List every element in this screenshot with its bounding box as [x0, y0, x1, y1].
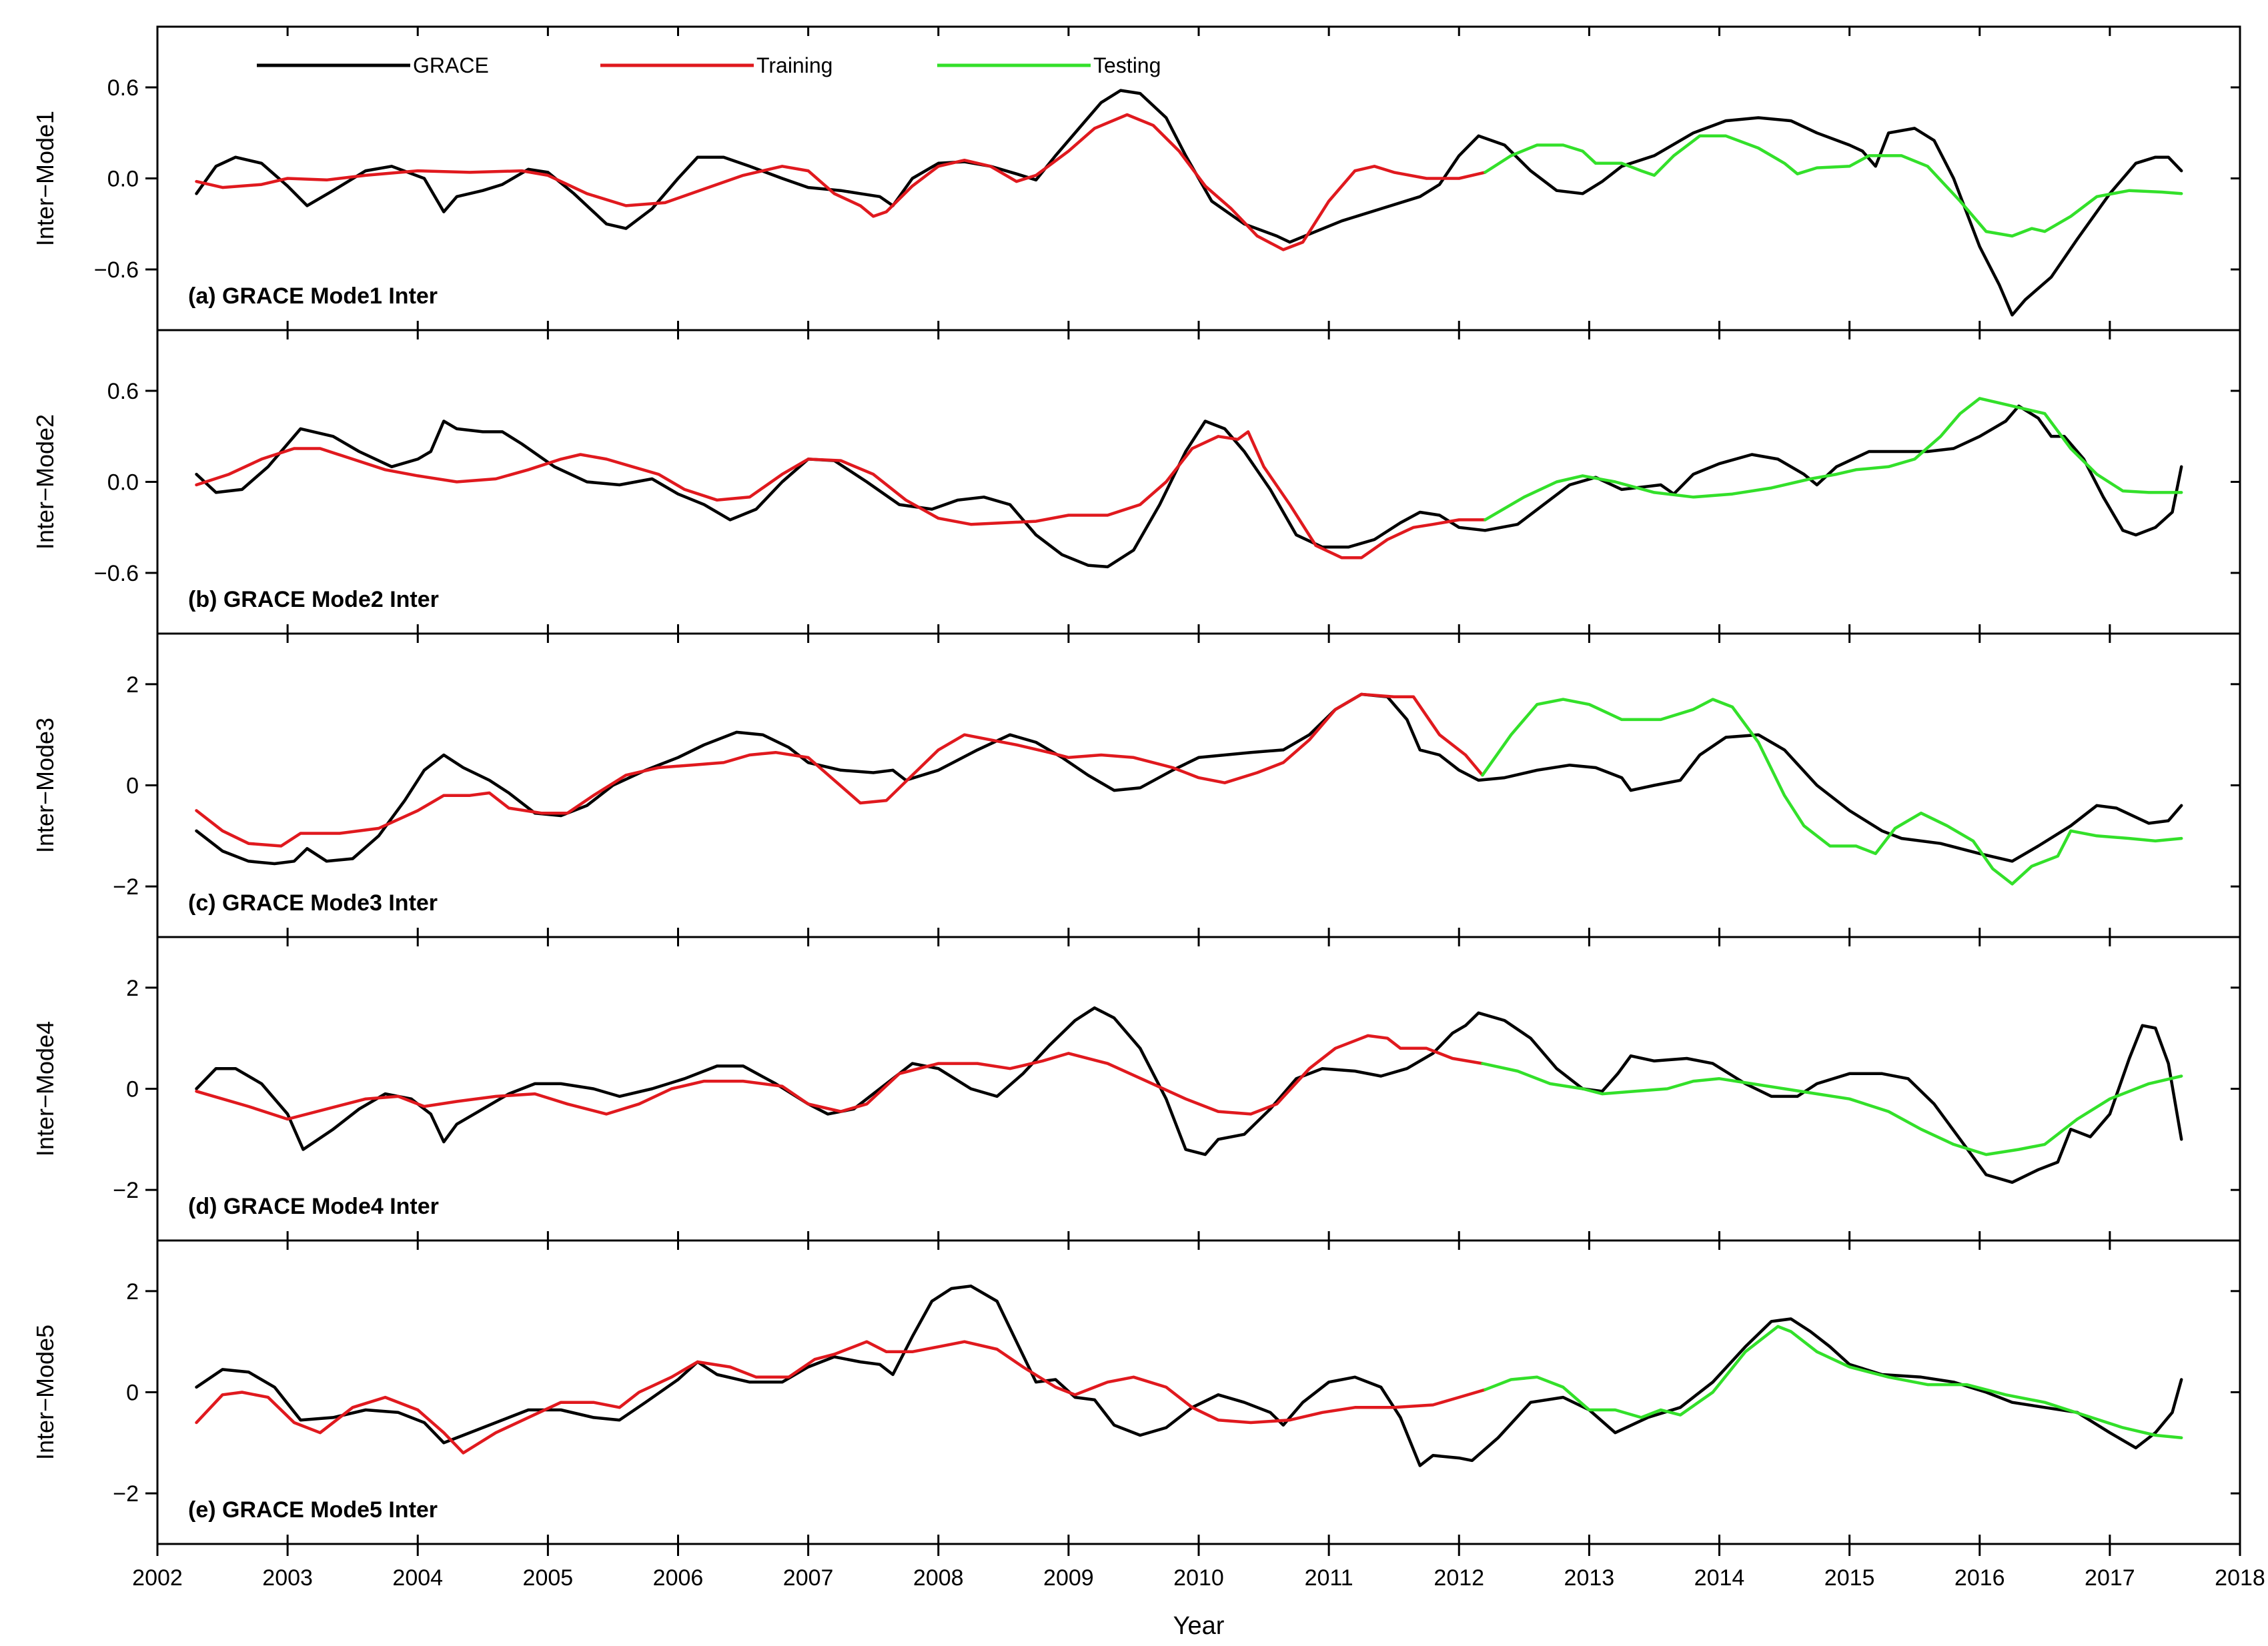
x-tick-label: 2005: [523, 1565, 574, 1591]
series-line-testing: [1481, 1062, 2183, 1156]
series-line-training: [195, 692, 1484, 848]
x-tick-label: 2017: [2085, 1565, 2135, 1591]
series-line-training: [195, 1034, 1484, 1121]
series-line-testing: [1481, 698, 2183, 886]
y-tick-label: 0: [126, 1077, 139, 1102]
series-line-training: [195, 430, 1487, 560]
x-tick-label: 2002: [132, 1565, 183, 1591]
series-line-testing: [1484, 397, 2183, 522]
y-tick-label: 0.6: [107, 75, 139, 101]
legend-label-testing: Testing: [1093, 53, 1161, 77]
panel-label: (d) GRACE Mode4 Inter: [188, 1194, 439, 1219]
y-axis-title: Inter−Mode2: [31, 414, 59, 550]
x-tick-label: 2018: [2215, 1565, 2265, 1591]
panel-4: 2 0 −2 Inter−Mode4 (d) GRACE Mode4 Inter: [31, 936, 2241, 1242]
panel-label: (b) GRACE Mode2 Inter: [188, 587, 439, 612]
panel-label: (e) GRACE Mode5 Inter: [188, 1497, 438, 1523]
series-line-testing: [1484, 134, 2183, 238]
panel-1: 0.6 0.0 −0.6 Inter−Mode1 (a) GRACE Mode1 Int…: [31, 25, 2241, 331]
y-tick-label: −2: [113, 1178, 139, 1203]
y-tick-label: 0: [126, 1381, 139, 1406]
series-line-grace: [195, 89, 2183, 317]
x-tick-label: 2003: [262, 1565, 313, 1591]
x-tick-label: 2013: [1564, 1565, 1615, 1591]
panel-label: (a) GRACE Mode1 Inter: [188, 283, 438, 309]
panels: 0.6 0.0 −0.6 Inter−Mode1 (a) GRACE Mode1 Int…: [31, 25, 2241, 1545]
x-tick-label: 2012: [1434, 1565, 1484, 1591]
x-tick-label: 2015: [1824, 1565, 1875, 1591]
y-tick-label: 0: [126, 774, 139, 799]
x-tick-label: 2009: [1043, 1565, 1094, 1591]
series-line-grace: [195, 1285, 2183, 1467]
panel-frame: [156, 936, 2241, 1242]
series-line-testing: [1484, 1325, 2183, 1440]
series-line-training: [195, 113, 1487, 251]
panel-2: 0.6 0.0 −0.6 Inter−Mode2 (b) GRACE Mode2 Int…: [31, 329, 2241, 635]
legend-label-training: Training: [756, 53, 832, 77]
x-tick-label: 2014: [1694, 1565, 1745, 1591]
y-tick-label: 0.0: [107, 167, 139, 192]
x-axis-title: Year: [1173, 1612, 1225, 1640]
y-tick-label: 2: [126, 1279, 139, 1305]
y-tick-label: 2: [126, 672, 139, 698]
y-axis-title: Inter−Mode5: [31, 1325, 59, 1460]
x-tick-label: 2006: [653, 1565, 704, 1591]
y-axis-title: Inter−Mode4: [31, 1021, 59, 1156]
x-tick-label: 2004: [392, 1565, 443, 1591]
x-tick-label: 2008: [913, 1565, 964, 1591]
y-tick-label: −2: [113, 874, 139, 900]
y-axis-title: Inter−Mode1: [31, 111, 59, 246]
series-line-training: [195, 1340, 1487, 1455]
panel-3: 2 0 −2 Inter−Mode3 (c) GRACE Mode3 Inter: [31, 632, 2241, 938]
y-axis-title: Inter−Mode3: [31, 718, 59, 853]
panel-frame: [156, 1239, 2241, 1545]
series-line-grace: [195, 692, 2183, 866]
y-tick-label: 2: [126, 976, 139, 1001]
panel-frame: [156, 632, 2241, 938]
y-tick-label: 0.0: [107, 470, 139, 496]
x-tick-label: 2016: [1954, 1565, 2005, 1591]
x-axis: 2002 2003 2004 2005 2006 2007 2008 2009 2010 2011…: [132, 1544, 2265, 1591]
x-tick-label: 2007: [783, 1565, 834, 1591]
y-tick-label: −2: [113, 1481, 139, 1507]
y-tick-label: −0.6: [94, 257, 139, 283]
y-tick-label: 0.6: [107, 379, 139, 404]
y-tick-label: −0.6: [94, 561, 139, 586]
series-line-grace: [195, 404, 2183, 569]
panel-label: (c) GRACE Mode3 Inter: [188, 890, 438, 916]
x-tick-label: 2010: [1173, 1565, 1224, 1591]
x-tick-label: 2011: [1305, 1565, 1353, 1591]
legend-label-grace: GRACE: [413, 53, 489, 77]
legend: GRACE Training Testing: [257, 53, 1161, 77]
panel-5: 2 0 −2 Inter−Mode5 (e) GRACE Mode5 Inter: [31, 1239, 2241, 1545]
